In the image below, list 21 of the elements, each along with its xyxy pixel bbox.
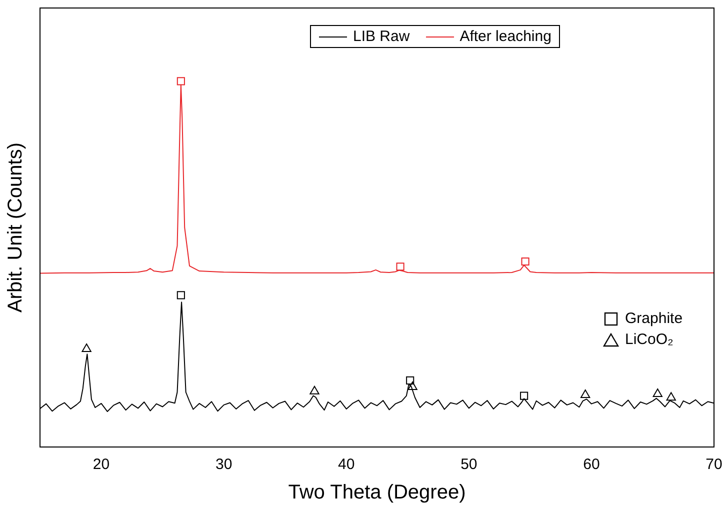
legend-label: LIB Raw — [353, 28, 410, 45]
x-tick-label: 30 — [215, 456, 232, 474]
y-axis-title: Arbit. Unit (Counts) — [4, 142, 27, 313]
point — [82, 343, 92, 352]
point — [176, 77, 185, 86]
x-tick-label: 20 — [92, 456, 110, 474]
point — [666, 392, 676, 401]
legend-label: After leaching — [460, 28, 552, 45]
point — [408, 382, 418, 390]
point — [310, 386, 320, 394]
point — [521, 257, 530, 266]
point — [396, 262, 404, 271]
legend-label: LiCoO₂ — [625, 331, 674, 348]
x-axis-title: Two Theta (Degree) — [288, 482, 466, 504]
x-tick-label: 70 — [706, 456, 722, 474]
point — [580, 390, 590, 398]
x-tick-label: 40 — [338, 456, 355, 474]
point — [652, 388, 662, 397]
x-tick-label: 60 — [583, 456, 600, 474]
x-tick-label: 50 — [460, 456, 478, 474]
legend-label: Graphite — [625, 310, 683, 327]
